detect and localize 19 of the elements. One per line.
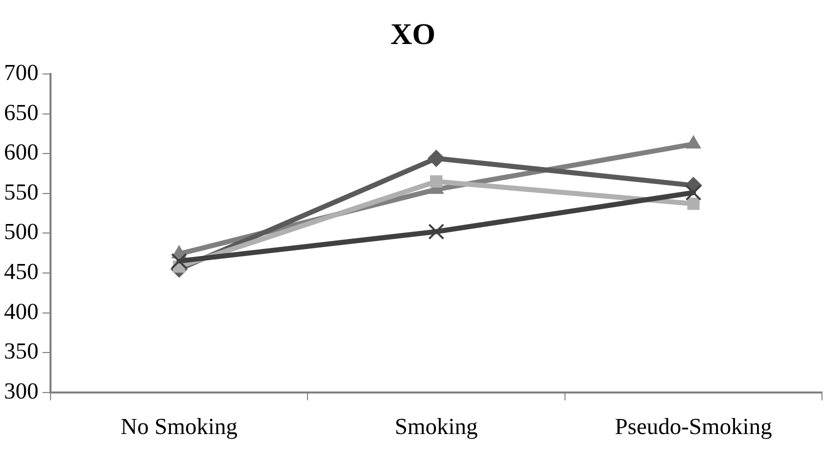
y-tick-label: 700 — [4, 60, 38, 86]
y-tick-label: 600 — [4, 140, 38, 165]
y-tick-label: 350 — [4, 338, 38, 364]
x-tick-label: No Smoking — [120, 414, 238, 440]
point — [428, 150, 445, 167]
point — [430, 175, 442, 188]
y-tick-label: 550 — [4, 179, 38, 204]
y-tick-label: 400 — [4, 298, 38, 324]
point — [687, 198, 700, 210]
point — [171, 252, 188, 270]
x-tick-label: Pseudo-Smoking — [614, 414, 773, 440]
y-tick-label: 500 — [4, 219, 38, 244]
x-tick-label: Smoking — [394, 414, 478, 440]
point — [685, 184, 702, 201]
y-tick-label: 450 — [4, 259, 38, 284]
point — [428, 224, 444, 240]
chart-title: XO — [390, 18, 436, 51]
y-tick-label: 300 — [4, 378, 38, 404]
y-tick-label: 650 — [4, 100, 38, 125]
